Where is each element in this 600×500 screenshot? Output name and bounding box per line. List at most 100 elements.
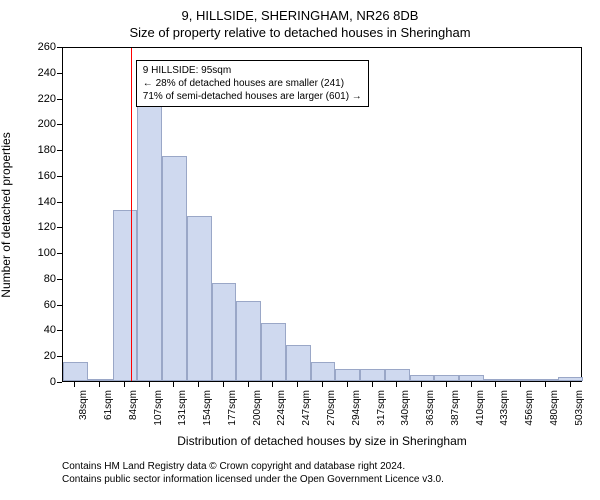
histogram-bar (558, 377, 583, 381)
histogram-bar (212, 283, 237, 381)
x-tick-label: 224sqm (276, 390, 287, 426)
histogram-bar (286, 345, 311, 381)
histogram-bar (63, 362, 88, 381)
y-tick-label: 120 (28, 221, 56, 233)
x-tick-mark (495, 382, 496, 387)
x-tick-label: 200sqm (252, 390, 263, 426)
y-tick-label: 220 (28, 93, 56, 105)
y-axis-label: Number of detached properties (0, 132, 13, 297)
x-tick-label: 433sqm (499, 390, 510, 426)
histogram-bar (509, 379, 534, 381)
y-tick-mark (57, 356, 62, 357)
x-tick-label: 247sqm (301, 390, 312, 426)
x-tick-mark (297, 382, 298, 387)
x-tick-mark (570, 382, 571, 387)
x-tick-mark (124, 382, 125, 387)
reference-line (131, 48, 132, 381)
y-tick-mark (57, 227, 62, 228)
annotation-box: 9 HILLSIDE: 95sqm← 28% of detached house… (136, 60, 369, 107)
histogram-bar (187, 216, 212, 381)
x-tick-label: 154sqm (202, 390, 213, 426)
y-tick-label: 260 (28, 41, 56, 53)
y-tick-mark (57, 150, 62, 151)
footer-line-2: Contains public sector information licen… (62, 473, 444, 486)
histogram-bar (88, 379, 113, 381)
chart-container: { "title_main": "9, HILLSIDE, SHERINGHAM… (0, 0, 600, 500)
y-tick-label: 40 (28, 324, 56, 336)
x-tick-label: 107sqm (153, 390, 164, 426)
y-tick-label: 200 (28, 118, 56, 130)
x-tick-mark (471, 382, 472, 387)
histogram-bar (162, 156, 187, 381)
footer-line-1: Contains HM Land Registry data © Crown c… (62, 460, 444, 473)
x-tick-label: 131sqm (177, 390, 188, 426)
y-tick-label: 60 (28, 299, 56, 311)
x-tick-label: 317sqm (376, 390, 387, 426)
histogram-bar (459, 375, 484, 381)
x-tick-mark (248, 382, 249, 387)
footer-credits: Contains HM Land Registry data © Crown c… (62, 460, 444, 486)
histogram-bar (311, 362, 336, 381)
x-tick-label: 38sqm (78, 390, 89, 420)
histogram-bar (434, 375, 459, 381)
y-tick-mark (57, 47, 62, 48)
y-tick-label: 20 (28, 350, 56, 362)
x-tick-mark (347, 382, 348, 387)
x-tick-label: 363sqm (425, 390, 436, 426)
y-tick-mark (57, 202, 62, 203)
histogram-bar (113, 210, 138, 381)
x-tick-mark (74, 382, 75, 387)
x-tick-label: 84sqm (128, 390, 139, 420)
x-tick-mark (322, 382, 323, 387)
x-tick-label: 387sqm (450, 390, 461, 426)
histogram-bar (236, 301, 261, 381)
histogram-bar (533, 379, 558, 381)
x-tick-mark (272, 382, 273, 387)
x-tick-label: 480sqm (549, 390, 560, 426)
chart-title-sub: Size of property relative to detached ho… (0, 23, 600, 40)
annotation-line: 9 HILLSIDE: 95sqm (143, 64, 362, 77)
y-tick-label: 100 (28, 247, 56, 259)
histogram-bar (484, 379, 509, 381)
annotation-line: 71% of semi-detached houses are larger (… (143, 90, 362, 103)
histogram-bar (335, 369, 360, 381)
x-tick-mark (372, 382, 373, 387)
x-tick-mark (198, 382, 199, 387)
y-tick-mark (57, 176, 62, 177)
x-tick-mark (520, 382, 521, 387)
x-tick-mark (223, 382, 224, 387)
y-tick-label: 0 (28, 376, 56, 388)
x-tick-label: 410sqm (475, 390, 486, 426)
x-tick-mark (173, 382, 174, 387)
histogram-bar (385, 369, 410, 381)
x-tick-mark (421, 382, 422, 387)
x-tick-label: 270sqm (326, 390, 337, 426)
y-tick-mark (57, 73, 62, 74)
histogram-bar (137, 90, 162, 381)
y-tick-mark (57, 279, 62, 280)
y-tick-mark (57, 99, 62, 100)
plot-area: 9 HILLSIDE: 95sqm← 28% of detached house… (62, 47, 582, 382)
y-tick-label: 80 (28, 273, 56, 285)
y-tick-mark (57, 305, 62, 306)
histogram-bar (360, 369, 385, 381)
x-tick-label: 61sqm (103, 390, 114, 420)
x-tick-label: 177sqm (227, 390, 238, 426)
annotation-line: ← 28% of detached houses are smaller (24… (143, 77, 362, 90)
y-tick-label: 180 (28, 144, 56, 156)
x-tick-mark (396, 382, 397, 387)
x-tick-mark (545, 382, 546, 387)
histogram-bar (261, 323, 286, 381)
histogram-bar (410, 375, 435, 381)
y-tick-mark (57, 253, 62, 254)
x-tick-mark (149, 382, 150, 387)
x-tick-label: 456sqm (524, 390, 535, 426)
x-axis-label: Distribution of detached houses by size … (62, 434, 582, 448)
y-tick-mark (57, 330, 62, 331)
y-tick-label: 140 (28, 196, 56, 208)
x-tick-mark (446, 382, 447, 387)
y-tick-label: 160 (28, 170, 56, 182)
x-tick-label: 503sqm (574, 390, 585, 426)
y-tick-mark (57, 124, 62, 125)
y-tick-mark (57, 382, 62, 383)
